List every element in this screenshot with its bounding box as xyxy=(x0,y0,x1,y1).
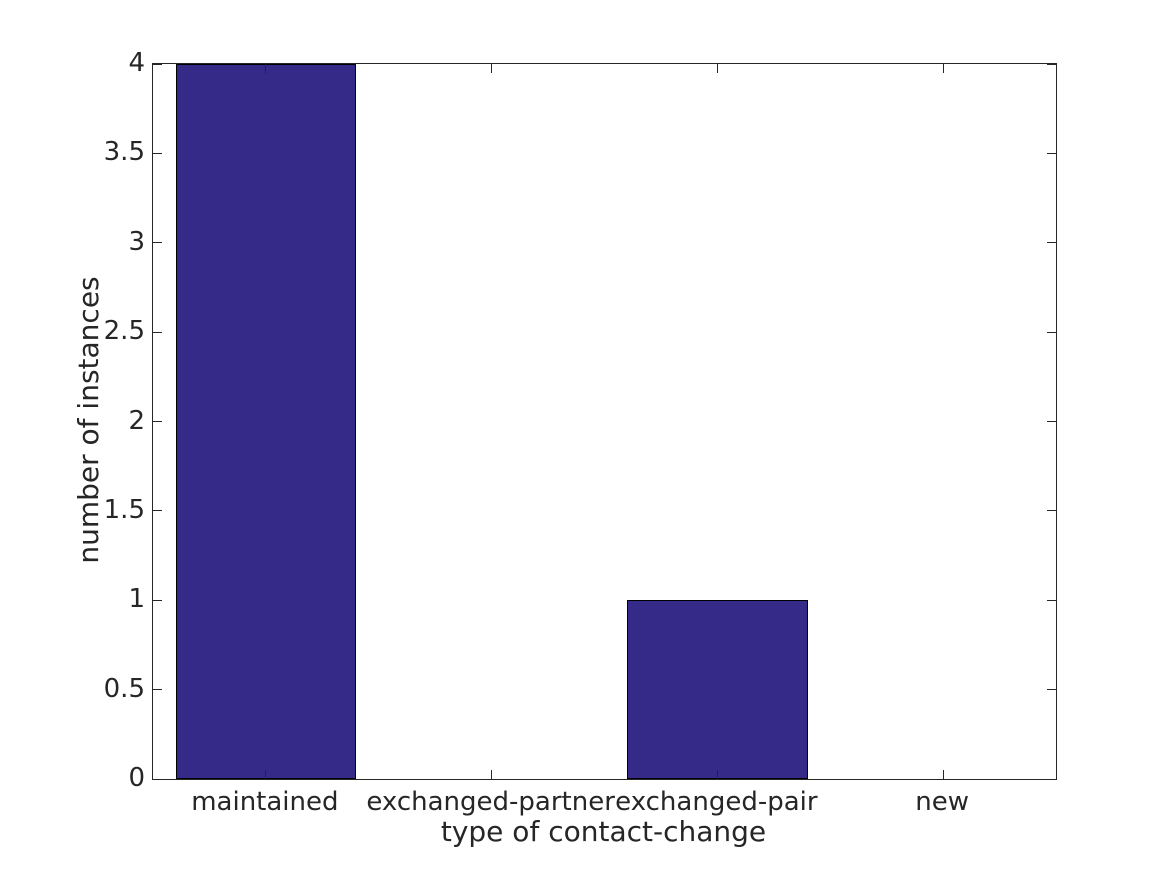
y-tick xyxy=(1047,689,1056,691)
x-tick-label: new xyxy=(915,787,969,817)
y-tick xyxy=(1047,510,1056,512)
y-tick xyxy=(1047,331,1056,333)
y-tick-label: 1.5 xyxy=(103,494,145,525)
y-tick xyxy=(153,599,162,601)
x-tick xyxy=(942,64,944,73)
y-tick-label: 4 xyxy=(128,48,145,78)
y-tick-label: 2.5 xyxy=(103,316,145,347)
y-tick xyxy=(1047,152,1056,154)
x-tick xyxy=(491,770,493,779)
x-tick xyxy=(716,770,718,779)
x-axis-label: type of contact-change xyxy=(440,815,767,848)
y-tick xyxy=(153,152,162,154)
y-tick xyxy=(153,63,162,65)
y-tick xyxy=(1047,778,1056,780)
bar-exchanged-pair xyxy=(627,600,808,779)
y-tick xyxy=(1047,599,1056,601)
y-tick-label: 1 xyxy=(128,584,145,615)
y-tick xyxy=(153,421,162,422)
x-tick-label: maintained xyxy=(191,787,339,817)
y-tick xyxy=(1047,63,1056,65)
y-tick-label: 0 xyxy=(128,763,145,793)
y-tick-label: 3.5 xyxy=(103,137,145,168)
bar-maintained xyxy=(175,64,357,779)
y-tick xyxy=(153,242,162,244)
y-tick-label: 3 xyxy=(128,226,145,257)
y-tick-label: 2 xyxy=(128,405,145,436)
plot-area xyxy=(152,63,1057,780)
x-tick xyxy=(716,64,718,73)
y-tick xyxy=(153,510,162,512)
y-tick xyxy=(1047,421,1056,422)
x-tick xyxy=(491,64,493,73)
y-tick xyxy=(153,689,162,691)
x-tick-label: exchanged-pair xyxy=(615,787,818,817)
x-tick-label: exchanged-partner xyxy=(366,787,615,817)
y-tick-label: 0.5 xyxy=(103,673,145,704)
y-tick xyxy=(153,331,162,333)
y-tick xyxy=(1047,242,1056,244)
x-tick xyxy=(265,770,267,779)
x-tick xyxy=(942,770,944,779)
y-tick xyxy=(153,778,162,780)
x-tick xyxy=(265,64,267,73)
